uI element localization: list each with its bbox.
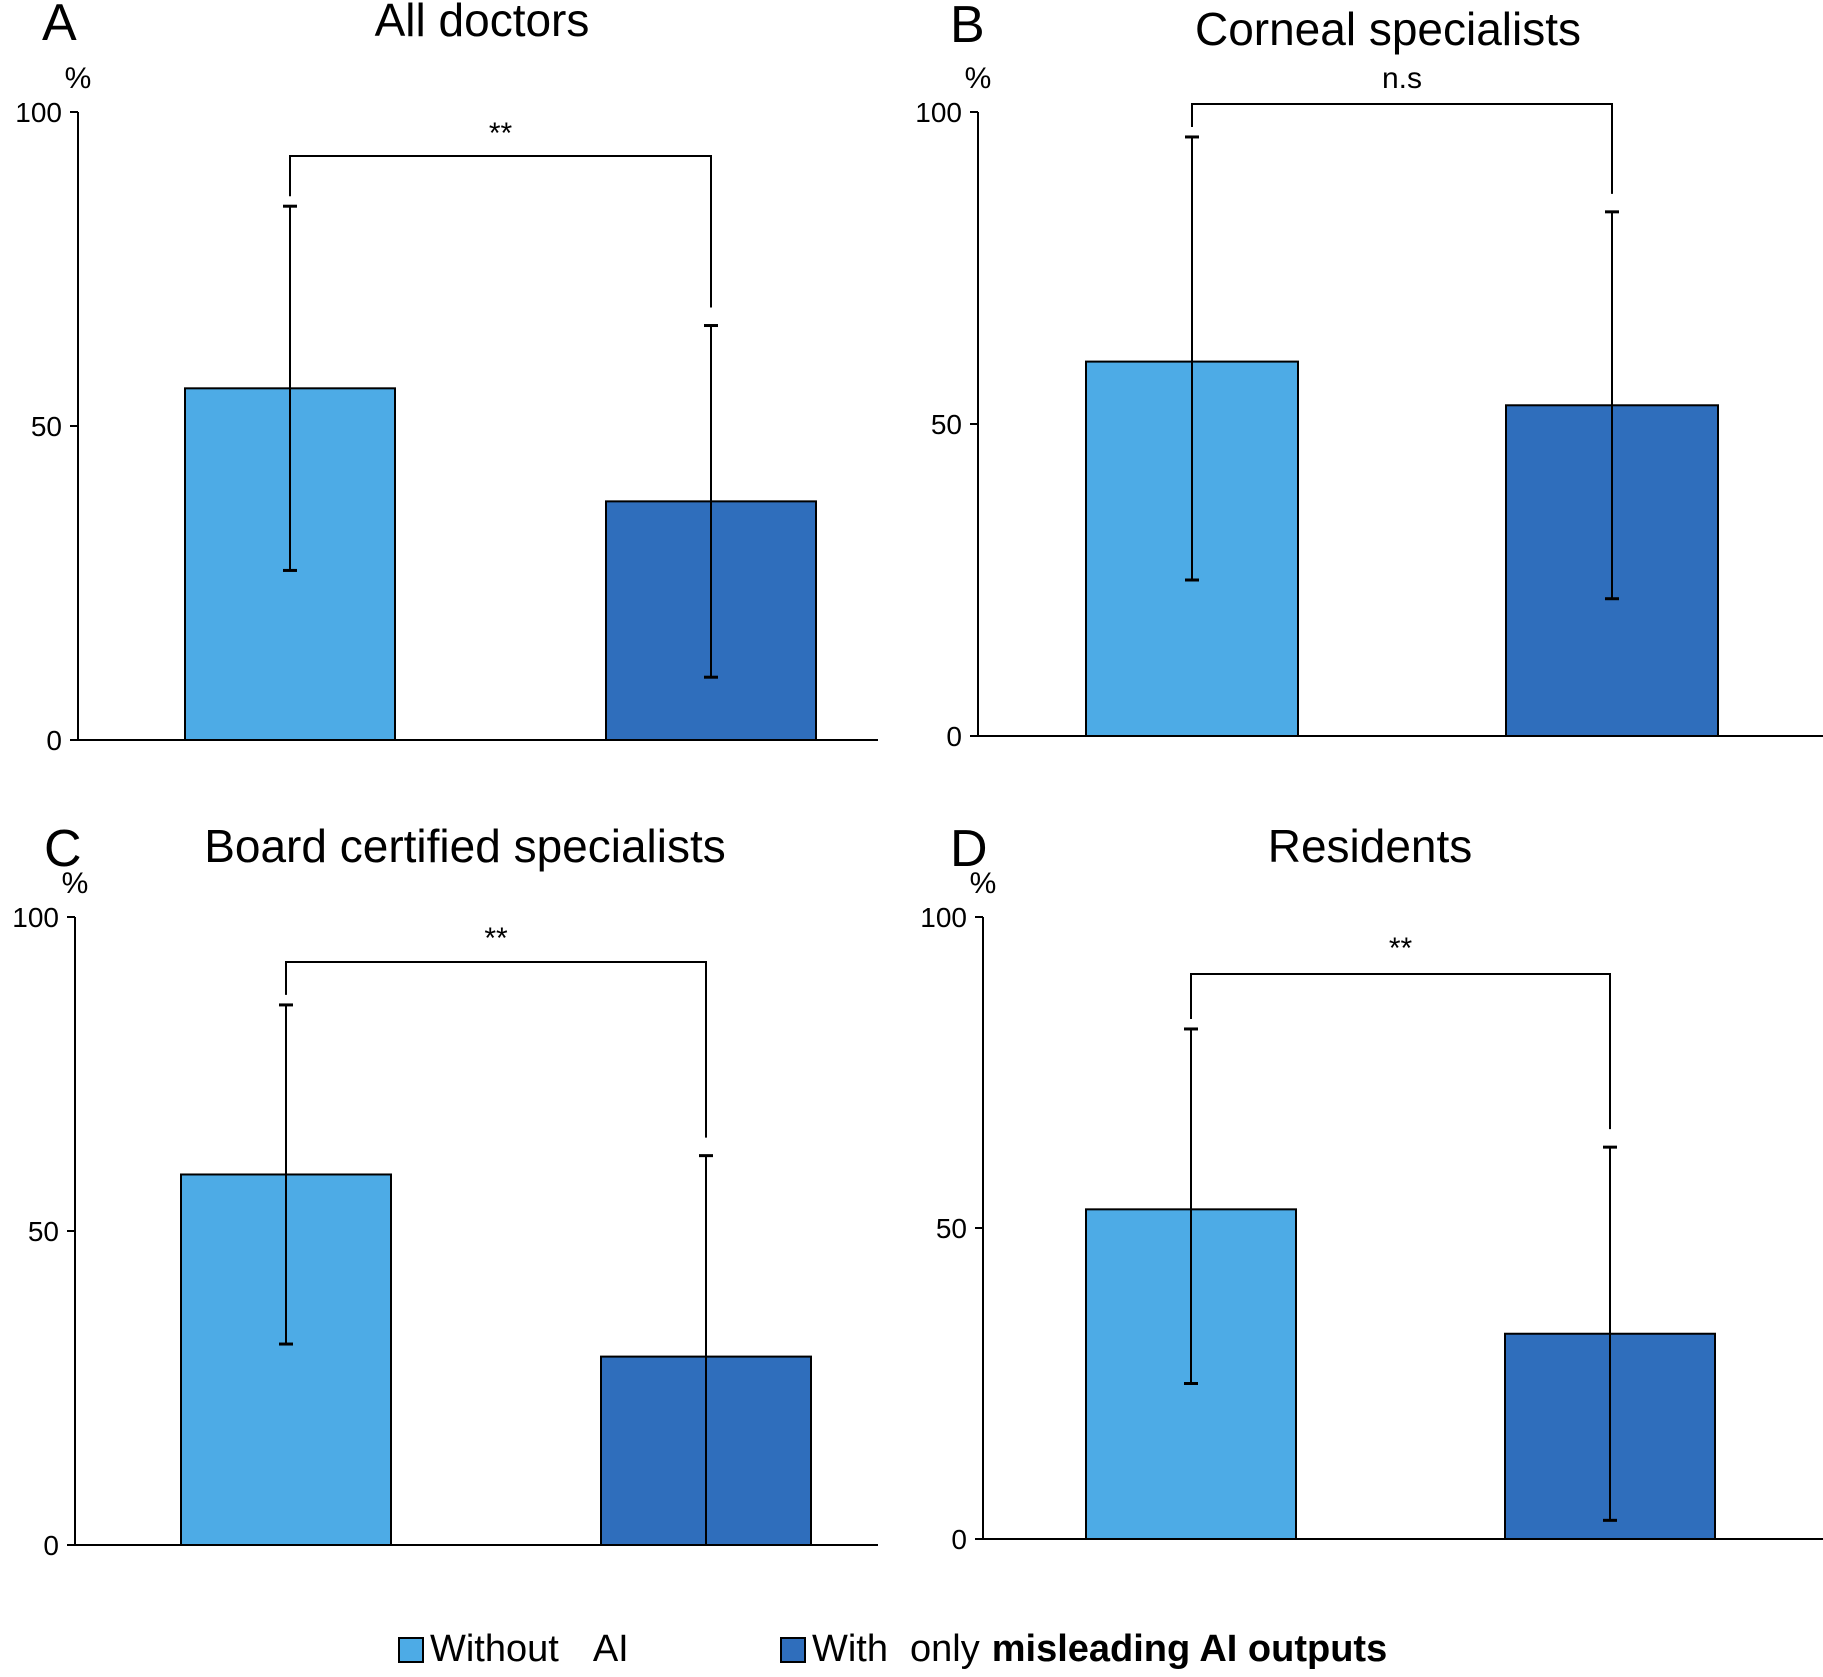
panel-a-ylabel: % — [65, 62, 92, 95]
panel-b-ytick-label-0: 0 — [946, 721, 962, 752]
panel-c-significance-label: ** — [484, 922, 508, 955]
panel-d-ylabel: % — [970, 867, 997, 900]
legend-item-without-ai: Without AI — [398, 1628, 629, 1671]
legend-swatch-without-ai — [398, 1636, 424, 1663]
panel-a-ytick-label-0: 0 — [46, 725, 62, 756]
panel-b-ylabel: % — [965, 62, 992, 95]
panel-a-ytick-label-100: 100 — [15, 97, 62, 128]
panel-b-significance-bracket — [1191, 103, 1613, 194]
legend-label-only: only — [910, 1628, 980, 1670]
panel-b-significance-label: n.s — [1382, 62, 1422, 95]
panel-a-title: All doctors — [375, 0, 590, 46]
panel-c-significance-bracket — [285, 961, 707, 1138]
panel-d-ytick-label-50: 50 — [936, 1213, 967, 1244]
panel-d-significance-label: ** — [1389, 932, 1413, 965]
panel-c-ytick-label-50: 50 — [28, 1216, 59, 1247]
panel-a-ytick-label-50: 50 — [31, 411, 62, 442]
legend-label-ai: AI — [592, 1628, 629, 1670]
panel-a-letter: A — [42, 0, 77, 52]
panel-c-title: Board certified specialists — [204, 820, 726, 872]
panel-c-ytick-label-0: 0 — [43, 1530, 59, 1561]
panel-d-ytick-label-100: 100 — [920, 902, 967, 933]
panel-b-ytick-label-100: 100 — [915, 97, 962, 128]
panel-a-significance-label: ** — [489, 117, 513, 150]
panel-c-ytick-label-100: 100 — [12, 902, 59, 933]
panel-d-significance-bracket — [1190, 973, 1611, 1130]
panel-d-ytick-label-0: 0 — [951, 1524, 967, 1555]
panel-b-ytick-label-50: 50 — [931, 409, 962, 440]
panel-c-ylabel: % — [62, 867, 89, 900]
legend-label-with: With — [812, 1628, 888, 1670]
panel-d-letter: D — [950, 820, 988, 878]
panel-b-title: Corneal specialists — [1195, 3, 1581, 55]
legend: Without AI With only misleading AI outpu… — [0, 1628, 1823, 1671]
panel-d-title: Residents — [1268, 820, 1473, 872]
legend-label-without: Without — [430, 1628, 559, 1670]
panel-b-letter: B — [950, 0, 985, 54]
legend-item-with-misleading-ai: With only misleading AI outputs — [780, 1628, 1387, 1671]
legend-label-misleading: misleading AI outputs — [991, 1628, 1388, 1670]
panel-a-significance-bracket — [289, 155, 712, 308]
figure-canvas: A All doctors% 0 50 100 ** B Corneal specialist… — [12, 0, 1823, 1561]
panel-c-letter: C — [44, 820, 82, 878]
legend-swatch-with-misleading-ai — [780, 1636, 806, 1663]
